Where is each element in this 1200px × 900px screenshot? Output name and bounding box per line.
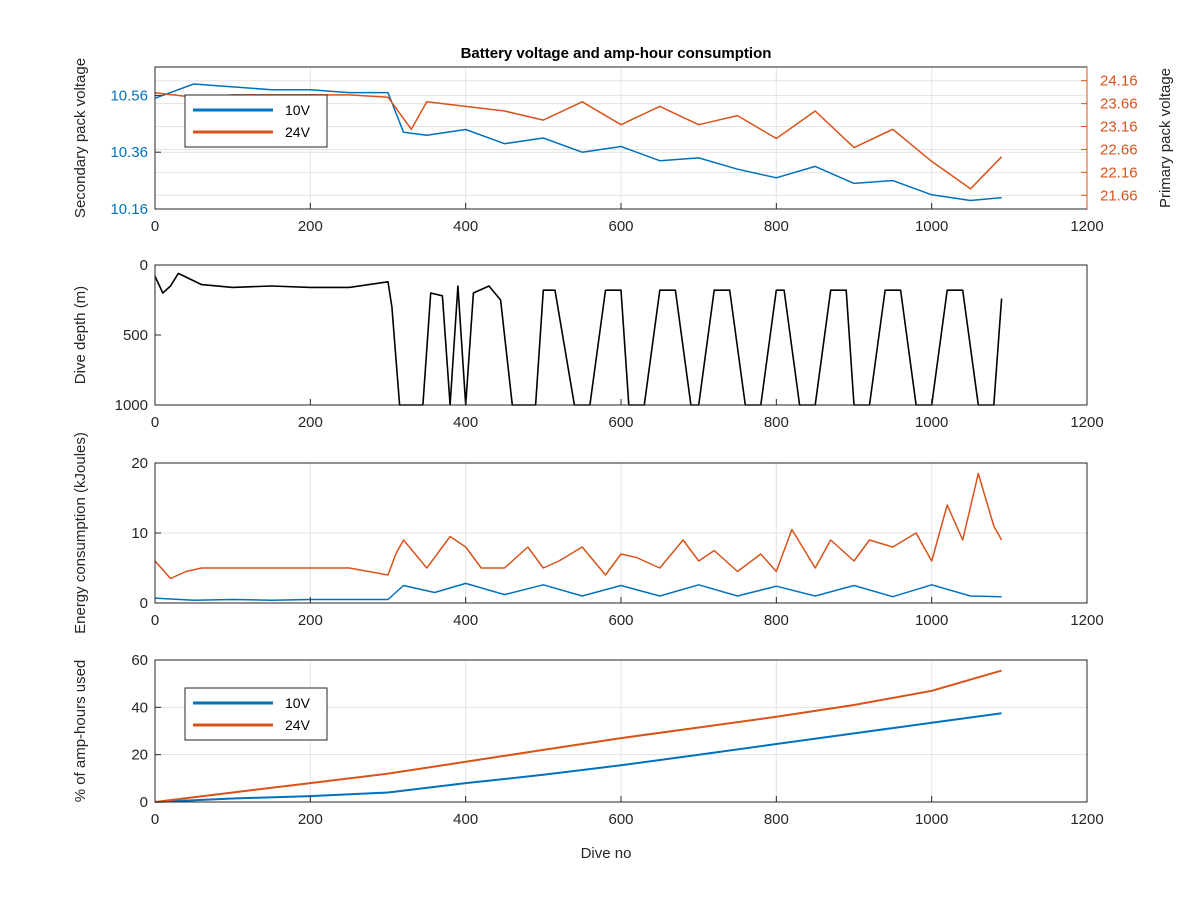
x-tick-label: 1000 <box>915 612 948 629</box>
x-tick-label: 600 <box>608 612 633 629</box>
legend-label: 24V <box>285 124 311 140</box>
legend-label: 10V <box>285 102 311 118</box>
x-tick-label: 0 <box>151 811 159 828</box>
x-tick-label: 600 <box>608 218 633 235</box>
chart-panel-3: 0 200 400 600 800 1000 1200 0 10 20 Energy consump… <box>72 432 1104 634</box>
x-tick-label: 200 <box>298 218 323 235</box>
y2-tick-label: 23.66 <box>1100 96 1138 113</box>
x-tick-label: 1200 <box>1070 414 1103 431</box>
y2-tick-label: 22.66 <box>1100 141 1138 158</box>
y-tick-label: 10.16 <box>110 201 148 218</box>
legend-label: 24V <box>285 717 311 733</box>
y-tick-label: 20 <box>131 455 148 472</box>
y-tick-label: 10.56 <box>110 87 148 104</box>
x-tick-label: 1200 <box>1070 612 1103 629</box>
x-tick-label: 400 <box>453 414 478 431</box>
y-axis-label: Energy consumption (kJoules) <box>72 432 89 634</box>
x-tick-label: 200 <box>298 612 323 629</box>
x-tick-label: 600 <box>608 414 633 431</box>
y-tick-label: 60 <box>131 652 148 669</box>
legend-label: 10V <box>285 695 311 711</box>
x-tick-label: 0 <box>151 218 159 235</box>
series-line-24v <box>154 472 1003 580</box>
chart-panel-4: 0 200 400 600 800 1000 1200 0 20 40 60 % of amp-hou… <box>72 652 1104 862</box>
y-tick-label: 500 <box>123 327 148 344</box>
y2-tick-label: 23.16 <box>1100 119 1138 136</box>
y-tick-label: 10 <box>131 525 148 542</box>
x-tick-label: 400 <box>453 612 478 629</box>
y-axis-label: % of amp-hours used <box>72 660 89 803</box>
y-axis-label: Secondary pack voltage <box>72 58 89 218</box>
y-axis-label: Dive depth (m) <box>72 286 89 384</box>
y-tick-label: 10.36 <box>110 144 148 161</box>
x-tick-label: 1000 <box>915 414 948 431</box>
series-line-10v <box>154 582 1002 601</box>
x-tick-label: 400 <box>453 218 478 235</box>
y2-axis-label: Primary pack voltage <box>1157 68 1174 208</box>
chart-title: Battery voltage and amp-hour consumption <box>461 45 772 62</box>
x-tick-label: 1200 <box>1070 218 1103 235</box>
plot-area <box>155 265 1087 405</box>
x-tick-label: 0 <box>151 612 159 629</box>
y-tick-label: 20 <box>131 747 148 764</box>
series-line-10v <box>154 83 1002 202</box>
x-axis-label: Dive no <box>581 845 632 862</box>
chart-panel-2: 0 200 400 600 800 1000 1200 0 500 1000 Dive depth … <box>72 257 1104 431</box>
x-tick-label: 0 <box>151 414 159 431</box>
y-tick-label: 1000 <box>115 397 148 414</box>
legend-box <box>184 687 328 741</box>
x-tick-label: 200 <box>298 414 323 431</box>
x-tick-label: 1000 <box>915 811 948 828</box>
y2-tick-label: 21.66 <box>1100 187 1138 204</box>
y2-tick-label: 22.16 <box>1100 164 1138 181</box>
y-tick-label: 40 <box>131 699 148 716</box>
series-line-24v <box>154 669 1002 803</box>
chart-panel-1: 0 200 400 600 800 1000 1200 10.16 10.36 10.56 21.6… <box>72 45 1174 235</box>
x-tick-label: 400 <box>453 811 478 828</box>
x-tick-label: 200 <box>298 811 323 828</box>
y-tick-label: 0 <box>140 595 148 612</box>
y2-tick-label: 24.16 <box>1100 73 1138 90</box>
x-tick-label: 1000 <box>915 218 948 235</box>
x-tick-label: 1200 <box>1070 811 1103 828</box>
x-tick-label: 800 <box>764 811 789 828</box>
x-tick-label: 800 <box>764 218 789 235</box>
y-tick-label: 0 <box>140 257 148 274</box>
legend-box <box>184 94 328 148</box>
x-tick-label: 800 <box>764 414 789 431</box>
x-tick-label: 800 <box>764 612 789 629</box>
x-tick-label: 600 <box>608 811 633 828</box>
y-tick-label: 0 <box>140 794 148 811</box>
series-line-10v <box>154 712 1002 803</box>
